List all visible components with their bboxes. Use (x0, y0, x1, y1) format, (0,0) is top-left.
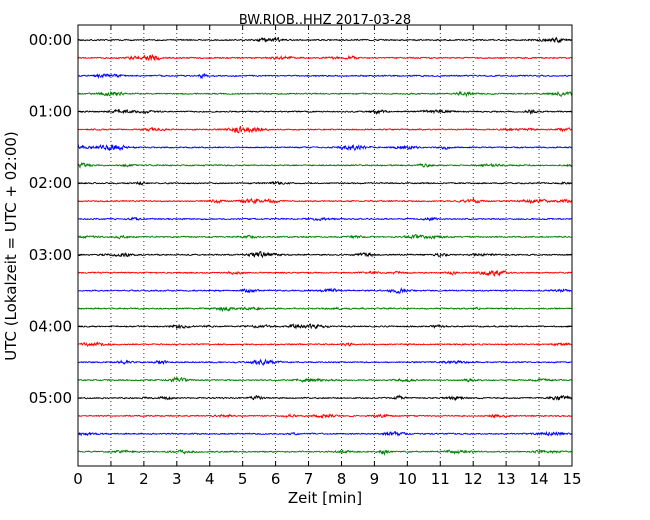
x-tick-label-7: 7 (304, 470, 314, 488)
trace-0245 (77, 233, 573, 240)
x-tick-label-5: 5 (238, 470, 248, 488)
trace-0345 (77, 306, 573, 313)
x-tick-label-12: 12 (464, 470, 483, 488)
trace-0000 (77, 36, 573, 44)
x-tick-label-0: 0 (73, 470, 83, 488)
trace-0130 (77, 143, 573, 152)
x-tick-label-4: 4 (205, 470, 215, 488)
x-tick-label-3: 3 (172, 470, 182, 488)
trace-0500 (77, 394, 573, 402)
chart-title: BW.RJOB..HHZ 2017-03-28 (239, 13, 411, 28)
y-tick-label-0: 00:00 (29, 31, 72, 49)
trace-0530 (77, 430, 573, 437)
trace-0115 (77, 125, 573, 134)
trace-0445 (77, 375, 573, 384)
trace-0200 (77, 180, 573, 186)
trace-0030 (77, 73, 573, 80)
seismic-traces (77, 36, 573, 456)
trace-0300 (77, 250, 573, 259)
axis-ticks (77, 25, 573, 466)
y-tick-label-1: 01:00 (29, 103, 72, 121)
x-tick-label-8: 8 (337, 470, 347, 488)
trace-0330 (77, 287, 573, 294)
y-tick-labels: 00:00 01:00 02:00 03:00 04:00 05:00 (29, 31, 72, 407)
y-tick-label-5: 05:00 (29, 389, 72, 407)
trace-0315 (77, 269, 573, 277)
plot-frame (77, 24, 573, 467)
x-tick-label-11: 11 (431, 470, 450, 488)
trace-0045 (77, 90, 573, 98)
y-tick-label-2: 02:00 (29, 174, 72, 192)
x-tick-label-2: 2 (139, 470, 149, 488)
trace-0215 (77, 197, 573, 205)
x-tick-label-15: 15 (562, 470, 581, 488)
x-tick-label-14: 14 (530, 470, 549, 488)
trace-0415 (77, 341, 573, 348)
x-tick-label-1: 1 (106, 470, 116, 488)
trace-0015 (77, 53, 573, 62)
x-tick-label-6: 6 (271, 470, 281, 488)
trace-0100 (77, 108, 573, 116)
x-tick-label-9: 9 (370, 470, 380, 488)
trace-0400 (77, 323, 573, 330)
y-tick-label-3: 03:00 (29, 246, 72, 264)
trace-0545 (77, 449, 573, 456)
x-tick-label-13: 13 (497, 470, 516, 488)
grid-lines (110, 25, 540, 466)
plot-background (78, 25, 572, 466)
x-axis-label: Zeit [min] (288, 489, 362, 507)
trace-0230 (77, 216, 573, 222)
trace-0145 (77, 161, 573, 169)
trace-0430 (77, 358, 573, 367)
trace-0515 (77, 412, 573, 419)
x-tick-label-10: 10 (398, 470, 417, 488)
plot-area (77, 24, 573, 467)
y-axis-label: UTC (Lokalzeit = UTC + 02:00) (2, 131, 20, 361)
y-tick-label-4: 04:00 (29, 317, 72, 335)
x-tick-labels: 0 1 2 3 4 5 6 7 8 9 10 11 12 13 14 15 (73, 470, 581, 488)
